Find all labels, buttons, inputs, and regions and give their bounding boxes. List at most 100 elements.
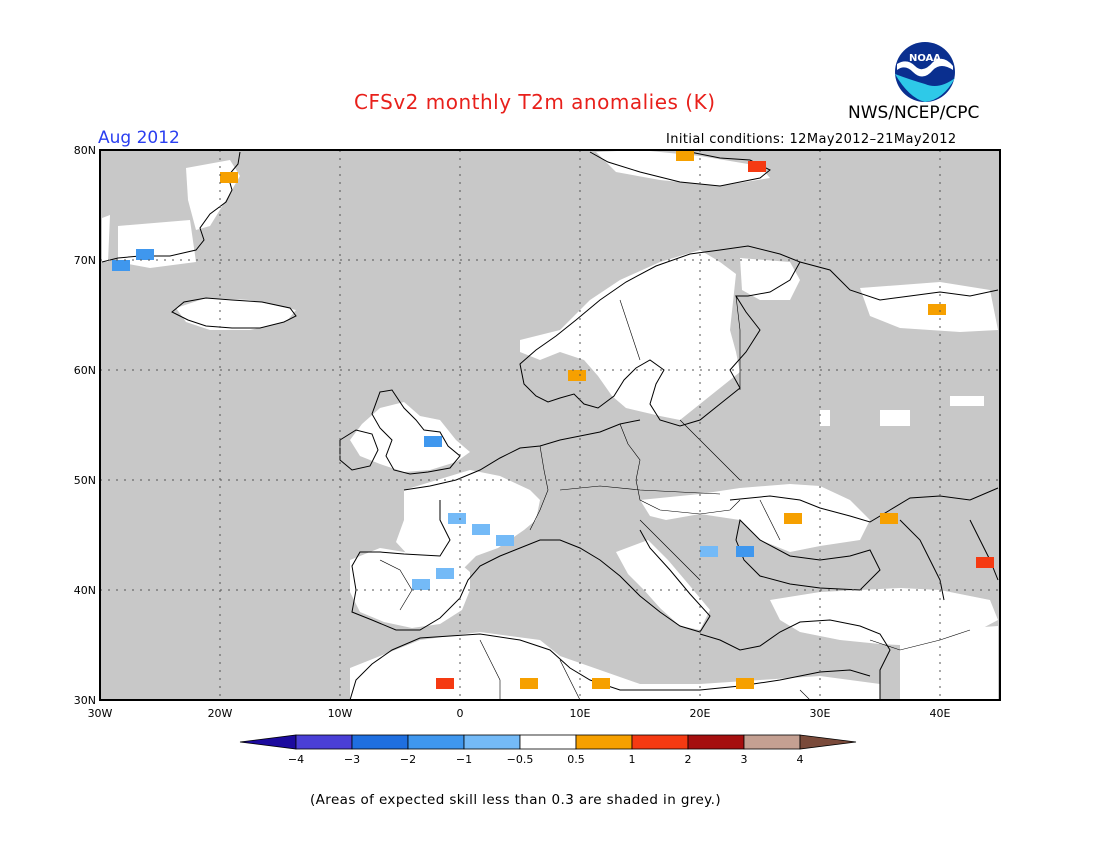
- lat-tick-label: 70N: [74, 254, 96, 267]
- noaa-logo: NOAA: [893, 40, 957, 108]
- ireland-coast: [339, 429, 379, 471]
- latitude-tick-labels: 80N 70N 60N 50N 40N 30N: [74, 144, 96, 707]
- colorbar-label: 4: [797, 753, 804, 766]
- anomaly-cell: [928, 304, 946, 315]
- border-moldova: [759, 499, 781, 541]
- anomaly-cell: [520, 678, 538, 689]
- agency-label: NWS/NCEP/CPC: [848, 103, 980, 123]
- border-central-1: [619, 423, 741, 515]
- anomaly-cell: [592, 678, 610, 689]
- anomaly-cell: [496, 535, 514, 546]
- middle-east-white: [900, 626, 998, 700]
- lat-tick-label: 30N: [74, 694, 96, 707]
- lat-tick-label: 40N: [74, 584, 96, 597]
- colorbar-label: 1: [629, 753, 636, 766]
- russia-arctic-coast: [799, 261, 999, 301]
- north-africa-coast: [349, 633, 871, 700]
- eastern-europe-white: [640, 484, 870, 552]
- france-white: [396, 470, 540, 580]
- colorbar-segment: [295, 734, 353, 750]
- lon-tick-label: 40E: [930, 707, 951, 720]
- colorbar-segment: [407, 734, 465, 750]
- colorbar-label: −3: [344, 753, 360, 766]
- north-sea-coast: [403, 419, 641, 491]
- island-white-3: [950, 396, 984, 406]
- border-spain-portugal: [379, 559, 413, 611]
- forecast-month: Aug 2012: [98, 128, 180, 148]
- border-turkey-syria: [869, 629, 971, 651]
- colorbar-segment: [799, 734, 857, 750]
- british-isles-white: [350, 402, 470, 472]
- coastlines: [101, 151, 999, 700]
- border-algeria-morocco: [479, 639, 501, 700]
- colorbar-label: −1: [456, 753, 472, 766]
- iceland-coast: [171, 297, 297, 329]
- colorbar-segment: [519, 734, 577, 750]
- initial-conditions: Initial conditions: 12May2012–21May2012: [666, 132, 957, 147]
- anomaly-cell: [700, 546, 718, 557]
- anomaly-cell: [748, 161, 766, 172]
- svalbard-white: [596, 150, 770, 186]
- colorbar-labels: −4 −3 −2 −1 −0.5 0.5 1 2 3 4: [288, 753, 804, 766]
- colorbar-segment: [575, 734, 633, 750]
- anomaly-cell: [568, 370, 586, 381]
- scandinavia-coast: [519, 245, 801, 427]
- lat-tick-label: 80N: [74, 144, 96, 157]
- anomaly-cell: [472, 524, 490, 535]
- anomaly-cell: [736, 546, 754, 557]
- anomaly-cell: [436, 678, 454, 689]
- skill-footnote: (Areas of expected skill less than 0.3 a…: [310, 792, 721, 808]
- southern-europe-coast: [351, 500, 711, 633]
- colorbar-segment: [631, 734, 689, 750]
- anomaly-cell: [448, 513, 466, 524]
- colorbar-label: 3: [741, 753, 748, 766]
- longitude-tick-labels: 30W 20W 10W 0 10E 20E 30E 40E: [88, 707, 951, 720]
- colorbar: −4 −3 −2 −1 −0.5 0.5 1 2 3 4: [239, 734, 857, 766]
- caspian-west-coast: [899, 519, 945, 601]
- italy-balkan-white: [616, 540, 710, 630]
- lon-tick-label: 0: [457, 707, 464, 720]
- kola-white: [740, 258, 800, 300]
- lon-tick-label: 20E: [690, 707, 711, 720]
- map-frame: [99, 149, 1001, 701]
- colorbar-segment: [463, 734, 521, 750]
- anomaly-cell: [784, 513, 802, 524]
- border-baltic: [679, 419, 741, 481]
- black-sea-coast: [735, 518, 881, 591]
- lat-tick-label: 50N: [74, 474, 96, 487]
- anomaly-cell: [976, 557, 994, 568]
- anomaly-cell: [412, 579, 430, 590]
- border-norway-sweden: [619, 299, 641, 361]
- anomaly-cell: [676, 150, 694, 161]
- island-white-2: [880, 410, 910, 426]
- border-france-germany: [529, 445, 549, 531]
- border-libya-egypt: [799, 689, 811, 700]
- lat-tick-label: 60N: [74, 364, 96, 377]
- colorbar-segments: [239, 734, 857, 750]
- border-balkans: [639, 519, 701, 581]
- anomaly-cell: [112, 260, 130, 271]
- border-finland-russia: [735, 295, 741, 390]
- border-alps: [559, 485, 721, 495]
- anomaly-cell: [220, 172, 238, 183]
- colorbar-segment: [351, 734, 409, 750]
- colorbar-label: −4: [288, 753, 304, 766]
- colorbar-label: −0.5: [507, 753, 534, 766]
- anomaly-cell: [436, 568, 454, 579]
- colorbar-label: 0.5: [567, 753, 585, 766]
- great-britain-coast: [371, 389, 461, 475]
- colorbar-label: 2: [685, 753, 692, 766]
- colorbar-label: −2: [400, 753, 416, 766]
- lon-tick-label: 10E: [570, 707, 591, 720]
- graticule: [100, 150, 1000, 700]
- anomaly-cells: [112, 150, 994, 689]
- anomaly-cell: [424, 436, 442, 447]
- lon-tick-label: 20W: [208, 707, 233, 720]
- svalbard-coast: [589, 151, 771, 187]
- eastern-med-coast: [699, 619, 891, 700]
- colorbar-segment: [743, 734, 801, 750]
- island-white-1: [820, 410, 830, 426]
- caspian-east-coast: [969, 519, 999, 581]
- anomaly-cell: [136, 249, 154, 260]
- anomaly-cell: [736, 678, 754, 689]
